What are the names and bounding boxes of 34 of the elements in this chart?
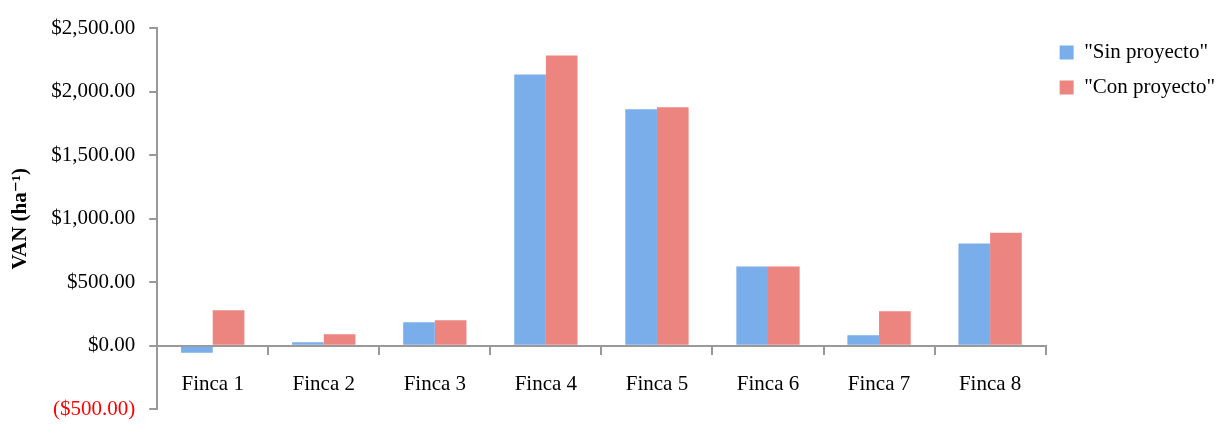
bar (323, 334, 356, 345)
x-tick-label: Finca 6 (736, 370, 800, 395)
x-tick-label: Finca 2 (292, 370, 355, 395)
y-tick-label: ($500.00) (52, 395, 136, 420)
x-tick-label: Finca 5 (625, 370, 689, 395)
y-tick-label: $2,500.00 (51, 14, 136, 39)
y-axis-title: VAN (ha⁻¹) (7, 167, 32, 270)
bar (181, 346, 213, 353)
bar (958, 243, 991, 345)
bar (545, 55, 578, 345)
bar (879, 311, 911, 345)
bar (736, 266, 768, 345)
bar (212, 310, 245, 345)
bar (434, 320, 467, 345)
x-tick-label: Finca 7 (847, 370, 911, 395)
x-tick-label: Finca 4 (514, 370, 578, 395)
bar (656, 107, 689, 345)
y-tick-label: $0.00 (87, 332, 136, 357)
bar (768, 266, 800, 345)
bar (514, 74, 546, 345)
y-tick-label: $1,000.00 (51, 205, 136, 230)
legend-label: "Con proyecto" (1084, 74, 1215, 99)
bar (403, 322, 435, 345)
bar (990, 232, 1022, 345)
y-tick-label: $500.00 (66, 268, 136, 293)
x-tick-label: Finca 1 (181, 370, 244, 395)
y-tick-label: $1,500.00 (51, 141, 136, 166)
y-tick-label: $2,000.00 (51, 78, 136, 103)
bar (292, 342, 324, 345)
bar (625, 109, 657, 345)
x-tick-label: Finca 8 (958, 370, 1022, 395)
bar (847, 335, 880, 345)
x-tick-label: Finca 3 (403, 370, 467, 395)
legend-label: "Sin proyecto" (1084, 39, 1209, 64)
